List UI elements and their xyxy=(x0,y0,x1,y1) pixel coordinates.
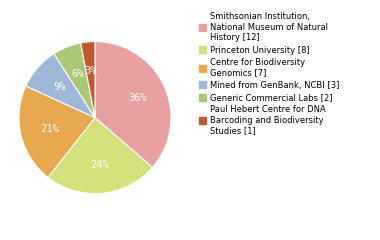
Wedge shape xyxy=(54,43,95,118)
Wedge shape xyxy=(19,86,95,177)
Text: 36%: 36% xyxy=(128,93,147,103)
Wedge shape xyxy=(26,54,95,118)
Text: 9%: 9% xyxy=(53,82,66,92)
Text: 3%: 3% xyxy=(84,66,97,76)
Wedge shape xyxy=(95,42,171,167)
Wedge shape xyxy=(81,42,95,118)
Text: 6%: 6% xyxy=(71,69,84,79)
Text: 21%: 21% xyxy=(40,124,59,134)
Wedge shape xyxy=(48,118,152,194)
Text: 24%: 24% xyxy=(90,160,109,169)
Legend: Smithsonian Institution,
National Museum of Natural
History [12], Princeton Univ: Smithsonian Institution, National Museum… xyxy=(198,12,340,136)
